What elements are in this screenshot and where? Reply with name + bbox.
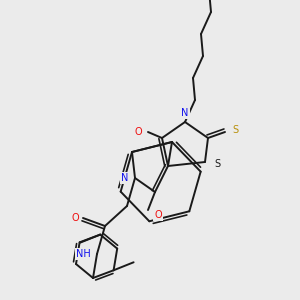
Text: N: N <box>181 108 189 118</box>
Text: O: O <box>134 127 142 137</box>
Text: N: N <box>121 173 129 183</box>
Text: S: S <box>232 125 238 135</box>
Text: NH: NH <box>76 249 90 259</box>
Text: S: S <box>214 159 220 169</box>
Text: O: O <box>154 210 162 220</box>
Text: O: O <box>71 213 79 223</box>
